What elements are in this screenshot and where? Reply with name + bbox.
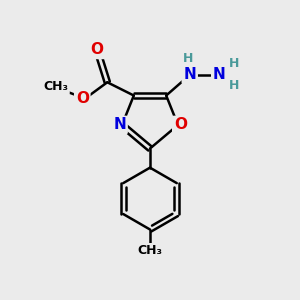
Text: O: O bbox=[174, 118, 187, 133]
Text: N: N bbox=[183, 68, 196, 82]
Text: H: H bbox=[229, 57, 240, 70]
Text: O: O bbox=[91, 42, 103, 57]
Text: H: H bbox=[229, 79, 240, 92]
Text: N: N bbox=[213, 68, 226, 82]
Text: CH₃: CH₃ bbox=[137, 244, 163, 257]
Text: H: H bbox=[183, 52, 194, 65]
Text: CH₃: CH₃ bbox=[43, 80, 68, 93]
Text: O: O bbox=[76, 91, 89, 106]
Text: N: N bbox=[113, 118, 126, 133]
